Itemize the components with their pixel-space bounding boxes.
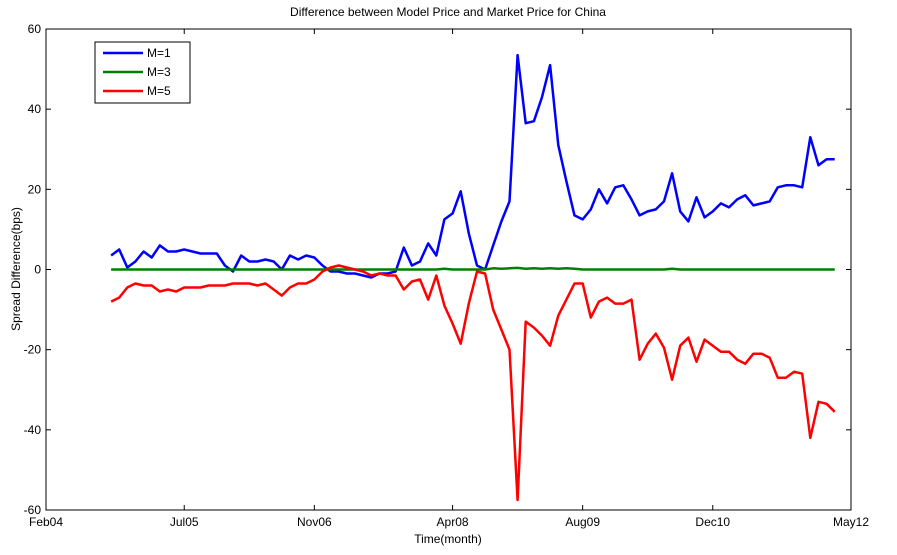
x-tick-label: Feb04 [29, 515, 63, 529]
y-tick-label: 60 [28, 22, 42, 36]
y-axis-label: Spread Difference(bps) [9, 207, 23, 331]
y-tick-label: -40 [24, 423, 42, 437]
legend-label: M=5 [147, 84, 171, 98]
x-tick-label: Dec10 [695, 515, 730, 529]
x-tick-label: Aug09 [565, 515, 600, 529]
y-tick-label: -20 [24, 343, 42, 357]
x-tick-label: Apr08 [437, 515, 469, 529]
y-tick-label: 40 [28, 102, 42, 116]
series-line [110, 264, 836, 502]
series-line [111, 266, 835, 271]
y-tick-label: 20 [28, 182, 42, 196]
legend-label: M=1 [147, 46, 171, 60]
x-tick-label: Jul05 [170, 515, 199, 529]
y-tick-label: 0 [34, 263, 41, 277]
y-tick-label: -60 [24, 503, 42, 517]
chart-title: Difference between Model Price and Marke… [290, 5, 606, 19]
x-axis-label: Time(month) [414, 532, 482, 546]
x-tick-label: May12 [833, 515, 869, 529]
x-tick-label: Nov06 [297, 515, 332, 529]
legend-label: M=3 [147, 65, 171, 79]
